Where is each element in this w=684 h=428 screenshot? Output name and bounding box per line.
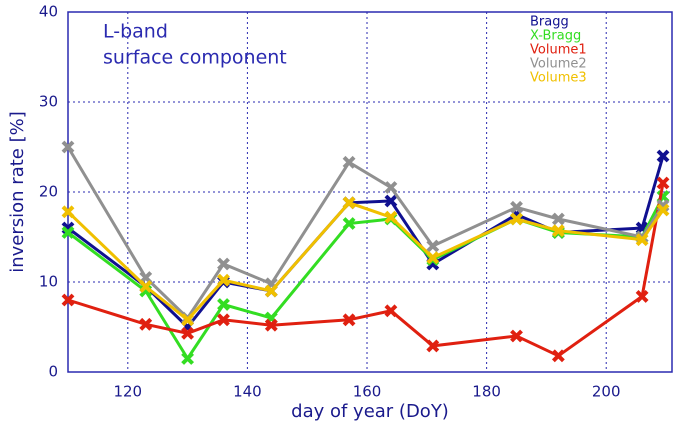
marker <box>510 200 523 214</box>
marker <box>635 289 649 303</box>
marker <box>181 352 195 365</box>
y-tick-label: 0 <box>48 363 58 381</box>
marker <box>384 210 398 224</box>
marker <box>384 304 398 318</box>
marker <box>426 251 440 265</box>
y-tick-label: 20 <box>39 183 58 201</box>
series-line <box>67 155 665 330</box>
series-line <box>67 182 665 358</box>
marker <box>139 317 153 331</box>
y-tick-label: 10 <box>39 273 58 291</box>
x-tick-label: 140 <box>233 383 262 401</box>
marker <box>342 313 356 327</box>
marker <box>656 149 670 163</box>
marker <box>551 212 565 226</box>
marker <box>61 140 75 154</box>
legend-entry: Bragg <box>530 15 569 30</box>
plot-frame <box>67 11 673 373</box>
marker <box>217 313 230 327</box>
legend-entry: X-Bragg <box>530 29 581 44</box>
annotation: surface component <box>103 47 287 69</box>
marker <box>181 313 195 327</box>
legend-entry: Volume3 <box>530 71 587 86</box>
marker <box>384 181 398 194</box>
marker <box>656 176 670 190</box>
marker <box>139 280 153 293</box>
y-tick-label: 30 <box>39 93 58 111</box>
marker <box>217 273 230 287</box>
marker <box>342 155 356 169</box>
marker <box>426 339 440 353</box>
x-tick-label: 160 <box>353 383 382 401</box>
marker <box>510 212 523 226</box>
series-line <box>66 146 665 321</box>
marker <box>384 194 398 208</box>
marker <box>551 224 565 238</box>
marker <box>61 226 75 239</box>
marker <box>342 196 356 210</box>
marker <box>61 205 75 219</box>
x-tick-label: 180 <box>472 383 501 401</box>
x-tick-label: 120 <box>113 383 142 401</box>
y-axis-label: inversion rate [%] <box>7 111 28 273</box>
marker <box>181 326 195 340</box>
marker <box>551 349 565 363</box>
x-axis-label: day of year (DoY) <box>291 401 449 422</box>
marker <box>635 233 649 247</box>
legend-entry: Volume1 <box>530 43 587 58</box>
marker <box>656 203 670 217</box>
marker <box>510 329 523 343</box>
marker <box>264 318 278 332</box>
marker <box>217 257 230 271</box>
legend-entry: Volume2 <box>530 57 587 72</box>
marker <box>342 217 356 230</box>
marker <box>61 293 75 307</box>
y-tick-label: 40 <box>39 3 58 21</box>
series-line <box>66 201 665 322</box>
marker <box>217 298 230 311</box>
marker <box>264 284 278 298</box>
x-tick-label: 200 <box>592 383 621 401</box>
annotation: L-band <box>103 21 168 43</box>
marker <box>426 239 440 253</box>
